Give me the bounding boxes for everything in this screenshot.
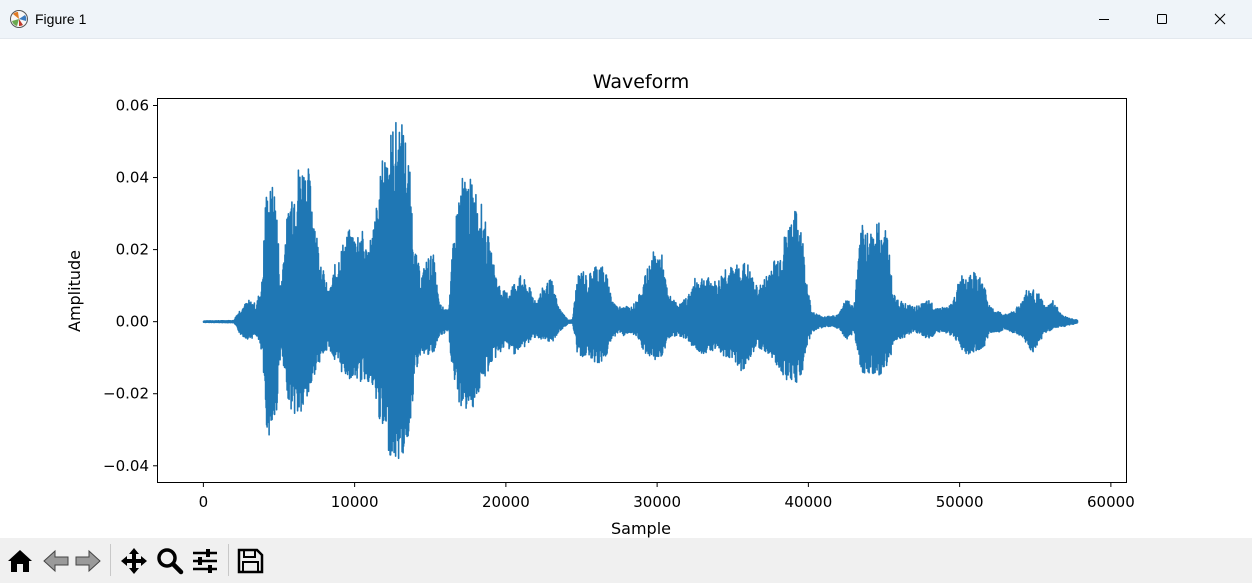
- x-tick-label: 10000: [331, 493, 379, 511]
- magnifier-icon: [157, 548, 184, 575]
- y-axis-label: Amplitude: [65, 250, 84, 332]
- forward-button[interactable]: [73, 546, 103, 576]
- arrow-left-icon: [43, 549, 69, 573]
- close-icon: [1214, 13, 1226, 25]
- x-tick-label: 20000: [482, 493, 530, 511]
- y-tick-label: 0.04: [116, 169, 149, 187]
- x-axis: 0 10000 20000 30000 40000 50000 60000: [199, 482, 1135, 511]
- x-tick-label: 50000: [936, 493, 984, 511]
- x-tick-label: 60000: [1087, 493, 1135, 511]
- minimize-button[interactable]: [1075, 0, 1133, 38]
- toolbar-separator: [110, 544, 111, 576]
- navigation-toolbar: [0, 538, 1252, 583]
- x-tick-label: 0: [199, 493, 209, 511]
- home-button[interactable]: [5, 546, 35, 576]
- plot-area-frame: [157, 98, 1127, 483]
- y-tick-label: −0.04: [103, 457, 149, 475]
- minimize-icon: [1099, 19, 1109, 20]
- y-tick-label: 0.00: [116, 313, 149, 331]
- close-button[interactable]: [1191, 0, 1249, 38]
- x-tick-label: 30000: [633, 493, 681, 511]
- move-icon: [121, 548, 147, 574]
- x-axis-label: Sample: [611, 519, 671, 538]
- back-button[interactable]: [41, 546, 71, 576]
- arrow-right-icon: [75, 549, 101, 573]
- maximize-button[interactable]: [1133, 0, 1191, 38]
- pan-button[interactable]: [119, 546, 149, 576]
- maximize-icon: [1157, 14, 1167, 24]
- y-tick-label: −0.02: [103, 385, 149, 403]
- waveform-series: [202, 121, 1079, 460]
- save-button[interactable]: [235, 546, 265, 576]
- y-tick-label: 0.06: [116, 96, 149, 114]
- toolbar-separator: [228, 544, 229, 576]
- zoom-button[interactable]: [155, 546, 185, 576]
- chart-title: Waveform: [593, 71, 689, 93]
- home-icon: [8, 550, 32, 572]
- figure-canvas: Waveform 0 10000 20000 30000 40000 50000 60000…: [65, 71, 1135, 538]
- window-title: Figure 1: [35, 11, 87, 27]
- x-tick-label: 40000: [785, 493, 833, 511]
- y-axis: −0.04 −0.02 0.00 0.02 0.04 0.06: [103, 96, 158, 475]
- matplotlib-app-icon: [10, 10, 28, 28]
- configure-subplots-button[interactable]: [190, 546, 220, 576]
- title-bar: Figure 1: [0, 0, 1252, 39]
- sliders-icon: [193, 549, 217, 573]
- y-tick-label: 0.02: [116, 241, 149, 259]
- floppy-disk-icon: [237, 548, 264, 574]
- waveform-line: [202, 121, 1079, 460]
